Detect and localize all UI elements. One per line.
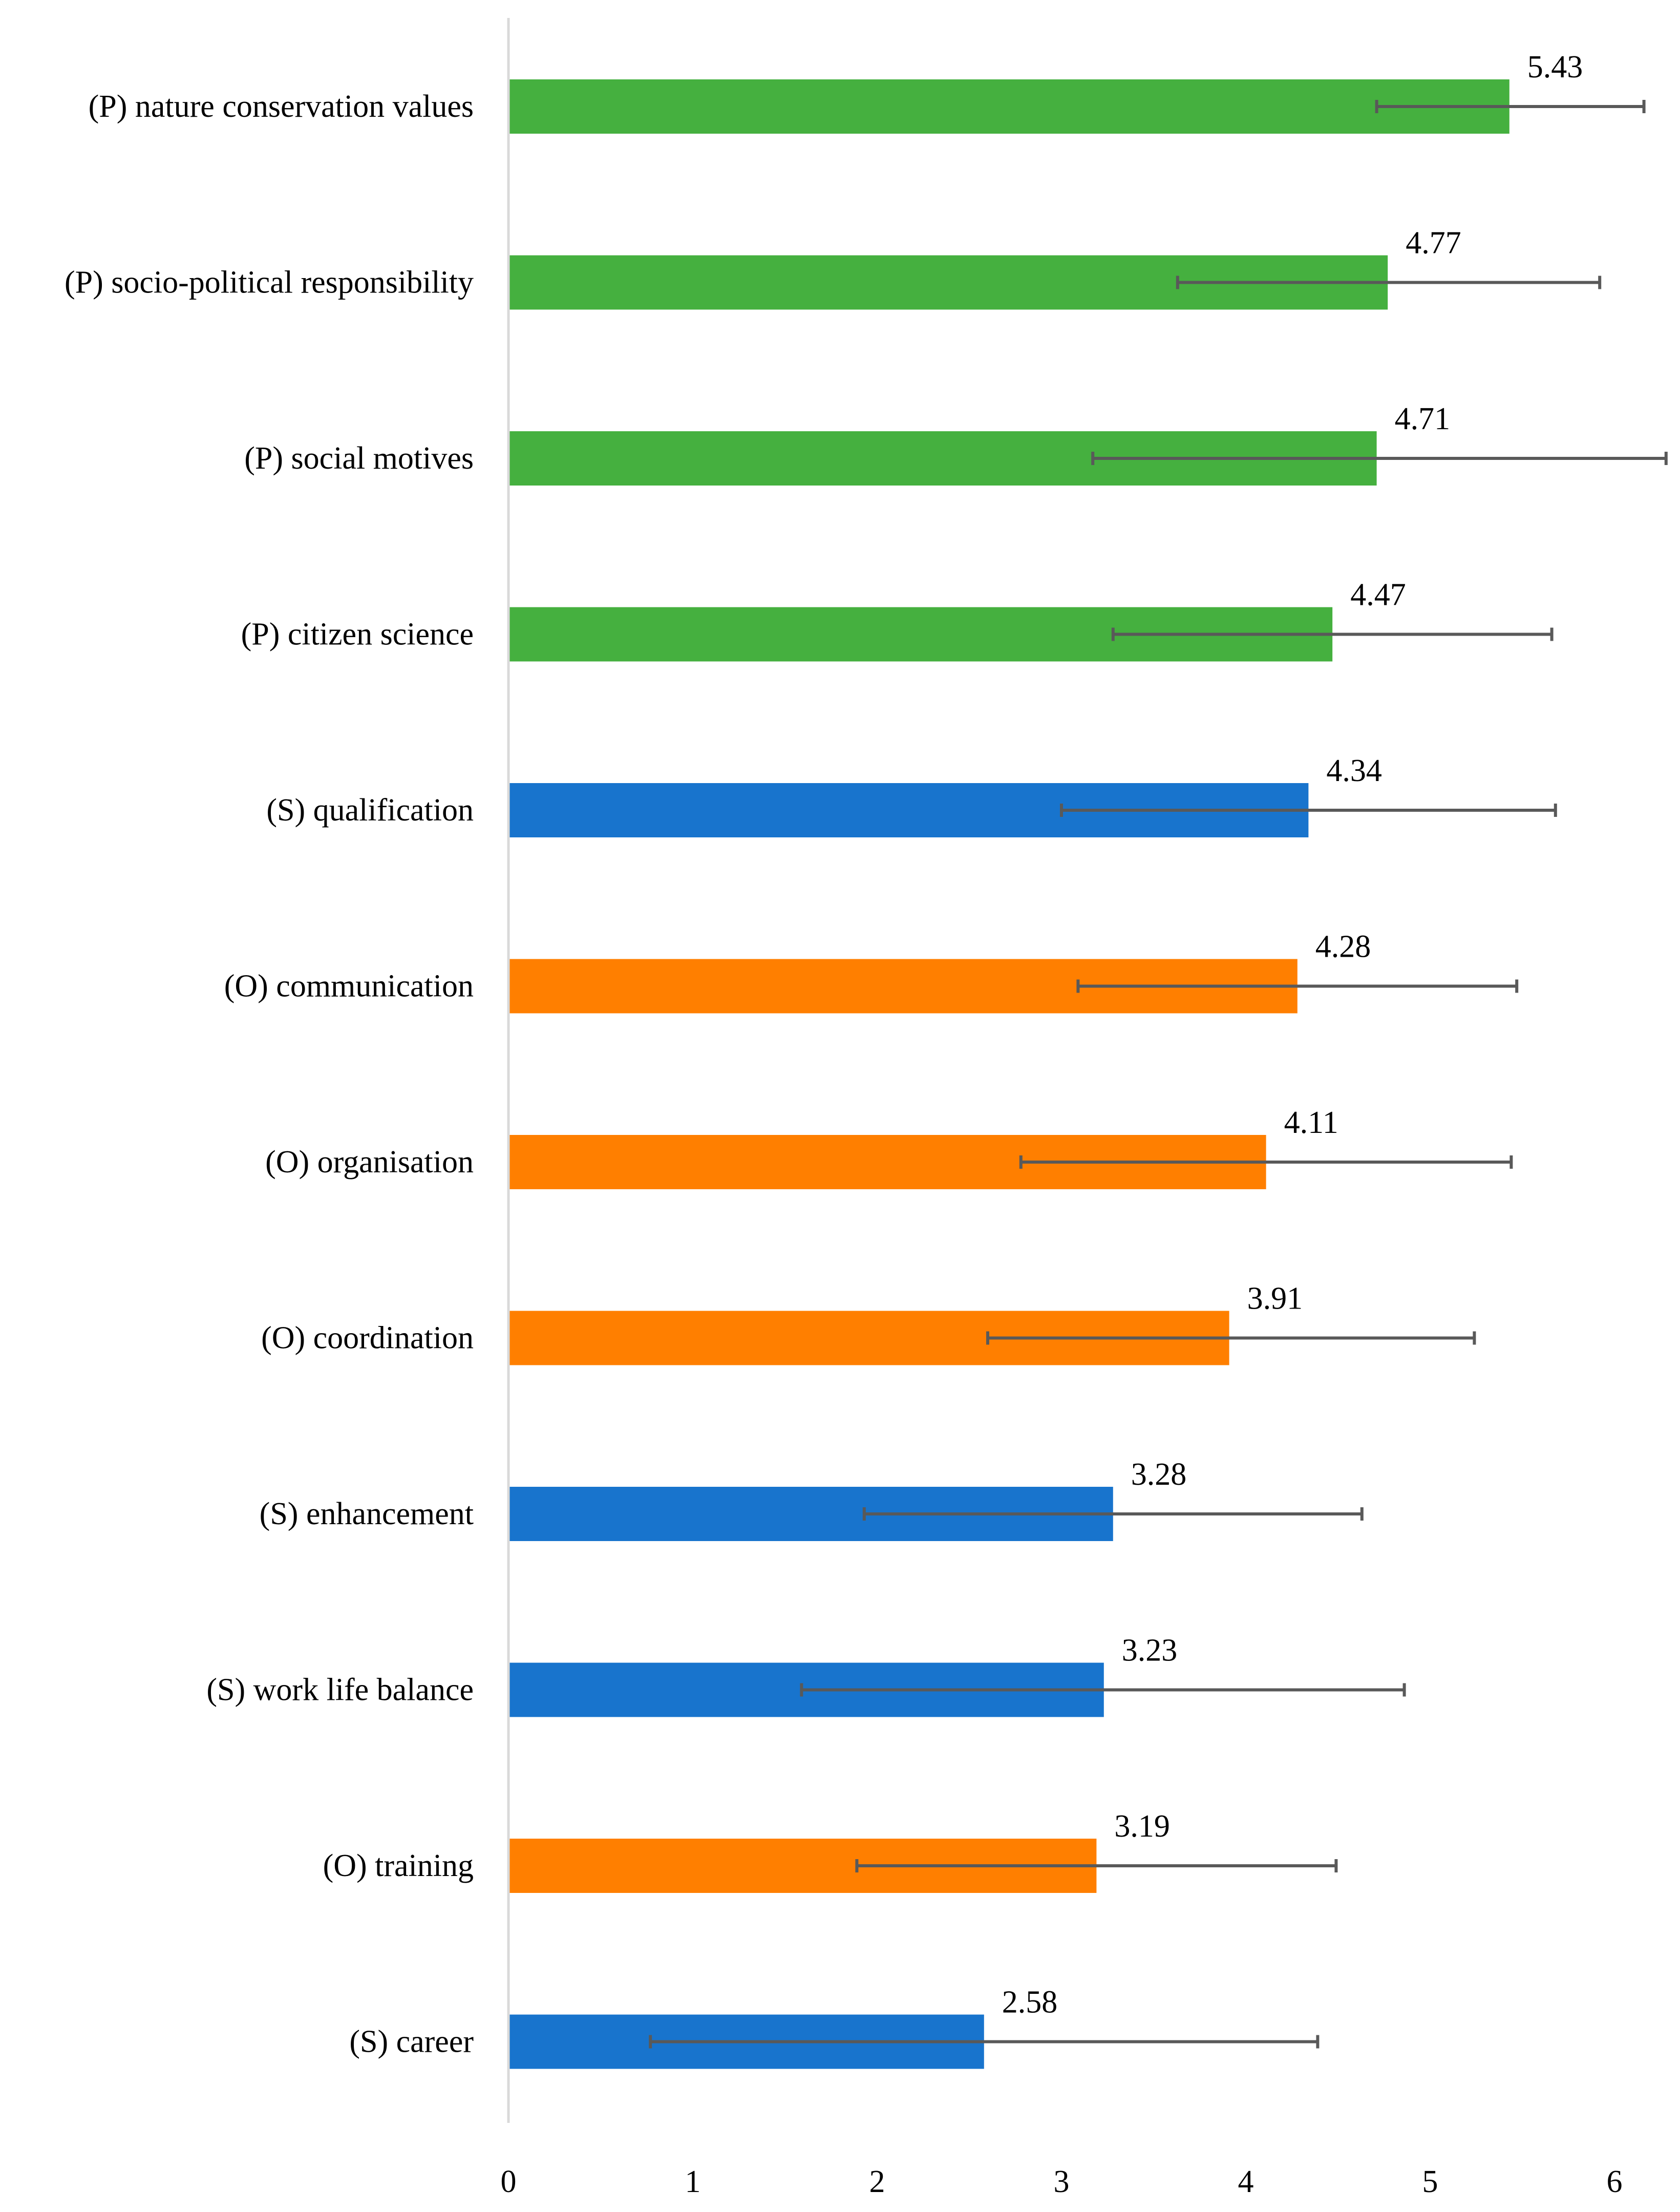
- category-label: (O) training: [323, 1848, 474, 1883]
- category-label: (O) organisation: [265, 1145, 474, 1179]
- value-label: 4.71: [1395, 402, 1451, 436]
- category-label: (P) citizen science: [241, 617, 474, 652]
- x-tick-label: 2: [869, 2164, 885, 2199]
- bar: [509, 79, 1509, 134]
- value-label: 4.34: [1326, 753, 1382, 788]
- category-label: (O) communication: [224, 969, 474, 1004]
- value-label: 5.43: [1527, 50, 1583, 85]
- x-tick-label: 3: [1054, 2164, 1070, 2199]
- category-label: (P) socio-political responsibility: [65, 265, 474, 300]
- value-label: 3.28: [1131, 1457, 1187, 1492]
- category-label: (P) nature conservation values: [89, 89, 474, 124]
- error-bars-layer: [649, 100, 1668, 2049]
- value-label: 3.19: [1114, 1809, 1170, 1844]
- bars-layer: [509, 79, 1509, 2069]
- x-tick-label: 1: [685, 2164, 701, 2199]
- category-label: (P) social motives: [244, 441, 474, 476]
- value-label: 4.11: [1284, 1105, 1338, 1140]
- x-tick-label: 6: [1607, 2164, 1623, 2199]
- x-tick-label: 4: [1238, 2164, 1254, 2199]
- x-tick-label: 0: [501, 2164, 517, 2199]
- value-label: 2.58: [1002, 1985, 1058, 2020]
- labels-layer: (P) nature conservation values 5.43 (P) so…: [65, 50, 1623, 2199]
- value-label: 4.47: [1350, 578, 1406, 613]
- category-label: (S) work life balance: [206, 1673, 474, 1708]
- x-tick-label: 5: [1422, 2164, 1438, 2199]
- category-label: (S) qualification: [266, 793, 474, 828]
- category-label: (S) enhancement: [260, 1497, 474, 1531]
- value-label: 3.91: [1247, 1281, 1303, 1316]
- value-label: 4.77: [1406, 226, 1461, 261]
- value-label: 4.28: [1315, 930, 1371, 964]
- category-label: (O) coordination: [261, 1321, 474, 1356]
- value-label: 3.23: [1122, 1633, 1178, 1668]
- category-label: (S) career: [349, 2025, 474, 2059]
